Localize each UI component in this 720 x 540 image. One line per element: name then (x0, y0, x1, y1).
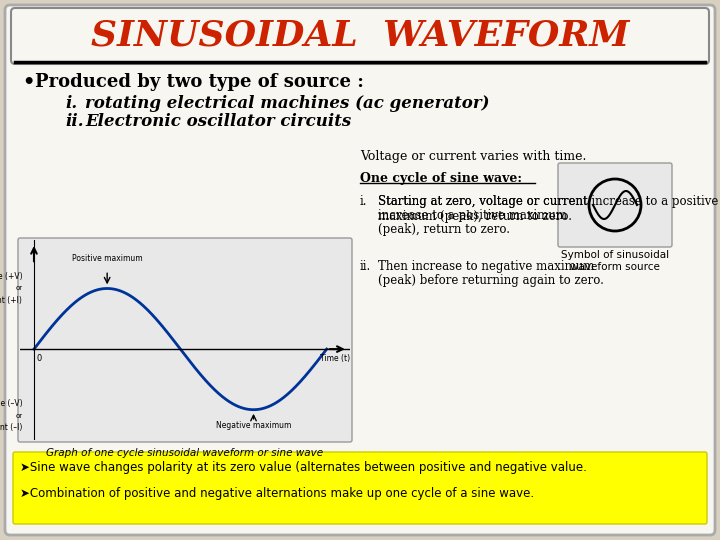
Text: (peak) before returning again to zero.: (peak) before returning again to zero. (378, 274, 604, 287)
Text: SINUSOIDAL  WAVEFORM: SINUSOIDAL WAVEFORM (91, 18, 629, 52)
FancyBboxPatch shape (5, 5, 715, 535)
Text: Time (t): Time (t) (320, 354, 350, 363)
FancyBboxPatch shape (13, 452, 707, 524)
Text: i.: i. (65, 94, 77, 111)
Text: Positive maximum: Positive maximum (72, 254, 143, 263)
Text: current (–I): current (–I) (0, 423, 22, 433)
FancyBboxPatch shape (11, 8, 709, 64)
Text: Electronic oscillator circuits: Electronic oscillator circuits (85, 113, 351, 131)
Text: Negative maximum: Negative maximum (216, 421, 291, 430)
Text: (peak), return to zero.: (peak), return to zero. (378, 223, 510, 236)
Text: Starting at zero, voltage or current: Starting at zero, voltage or current (378, 195, 588, 208)
Text: One cycle of sine wave:: One cycle of sine wave: (360, 172, 522, 185)
FancyBboxPatch shape (18, 238, 352, 442)
Text: ii.: ii. (65, 113, 84, 131)
Text: current (+I): current (+I) (0, 296, 22, 305)
Text: Graph of one cycle sinusoidal waveform or sine wave: Graph of one cycle sinusoidal waveform o… (46, 448, 323, 458)
Text: Then increase to negative maximum: Then increase to negative maximum (378, 260, 595, 273)
Text: Starting at zero, voltage or current increase to a positive maximum (peak), retu: Starting at zero, voltage or current inc… (378, 195, 719, 223)
Text: i.: i. (360, 195, 367, 208)
Text: •: • (22, 72, 35, 91)
Text: ➤Combination of positive and negative alternations make up one cycle of a sine w: ➤Combination of positive and negative al… (20, 487, 534, 500)
Text: or: or (15, 286, 22, 292)
Text: Produced by two type of source :: Produced by two type of source : (35, 73, 364, 91)
Text: ➤Sine wave changes polarity at its zero value (alternates between positive and n: ➤Sine wave changes polarity at its zero … (20, 462, 587, 475)
Text: Voltage or current varies with time.: Voltage or current varies with time. (360, 150, 586, 163)
Text: – Voltage (–V): – Voltage (–V) (0, 399, 22, 408)
Text: ii.: ii. (360, 260, 372, 273)
Text: 0: 0 (36, 354, 42, 363)
Text: + Voltage (+V): + Voltage (+V) (0, 272, 22, 281)
Text: or: or (15, 413, 22, 418)
Text: Symbol of sinusoidal
waveform source: Symbol of sinusoidal waveform source (561, 250, 669, 272)
Text: rotating electrical machines (ac generator): rotating electrical machines (ac generat… (85, 94, 490, 111)
FancyBboxPatch shape (558, 163, 672, 247)
Text: increase to a positive maximum: increase to a positive maximum (378, 209, 567, 222)
